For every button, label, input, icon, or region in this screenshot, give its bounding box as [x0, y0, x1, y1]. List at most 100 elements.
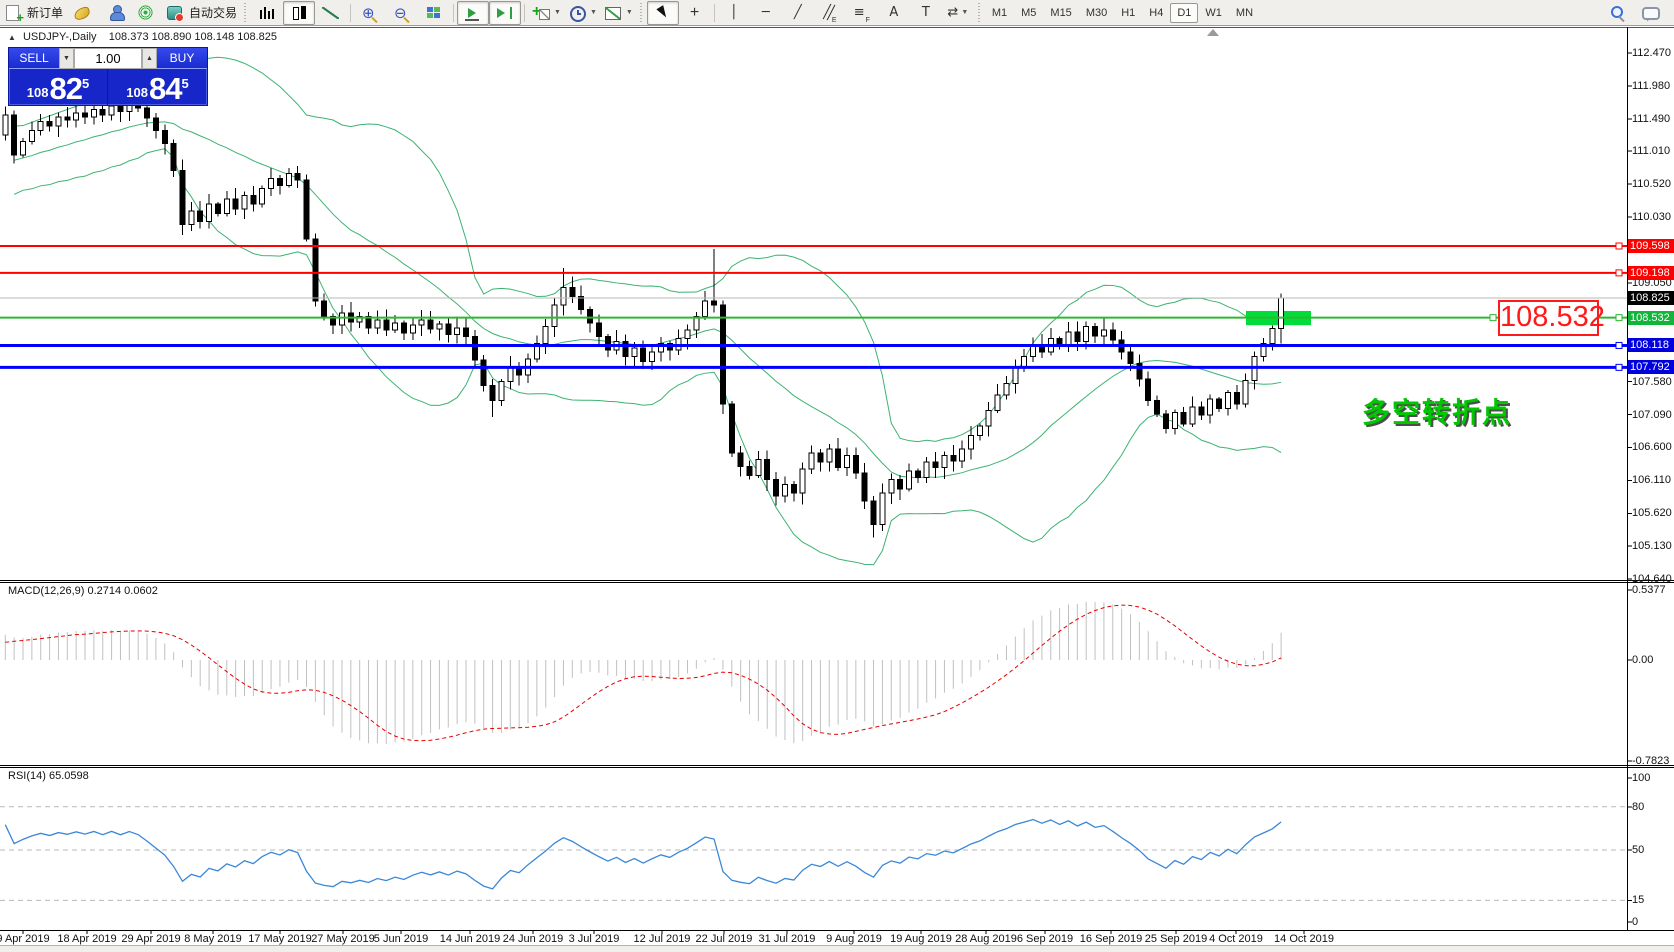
price-tick-label: 112.470	[1632, 47, 1671, 59]
templates-dropdown-icon[interactable]: ▼	[625, 9, 633, 16]
search-button[interactable]	[1602, 1, 1634, 25]
community-icon	[104, 4, 126, 22]
price-tick-label: 105.130	[1632, 540, 1672, 553]
indicators-button[interactable]: ▼	[528, 1, 564, 25]
bar-chart-button[interactable]	[251, 1, 283, 25]
timeframe-d1-button[interactable]: D1	[1170, 2, 1199, 23]
hline-anchor-marker[interactable]	[1489, 314, 1497, 322]
zoom-out-button[interactable]	[386, 1, 418, 25]
chart-shift-marker[interactable]	[1207, 29, 1219, 36]
tile-windows-icon	[424, 4, 444, 22]
styles-button[interactable]	[66, 1, 98, 25]
chart-annotation-text[interactable]: 多空转折点	[1362, 397, 1513, 428]
chart-shift-icon	[495, 4, 515, 22]
price-marker-label[interactable]: 109.598	[1628, 238, 1674, 253]
hline-anchor-marker[interactable]	[1615, 341, 1623, 349]
price-callout-label[interactable]: 108.532	[1498, 300, 1605, 336]
tile-windows-button[interactable]	[418, 1, 450, 25]
templates-icon	[603, 4, 623, 22]
collapse-trade-panel-icon[interactable]: ▲	[8, 33, 16, 42]
rsi-level-label: 80	[1632, 800, 1645, 813]
arrow-tools-button[interactable]: ⇄ ▼	[942, 1, 974, 25]
price-marker-label[interactable]: 108.532	[1628, 310, 1674, 325]
hline-anchor-marker[interactable]	[1615, 242, 1623, 250]
hline-anchor-marker[interactable]	[1615, 363, 1623, 371]
chart-shift-button[interactable]	[489, 0, 522, 25]
timeframe-m15-button[interactable]: M15	[1043, 3, 1078, 23]
price-marker-label[interactable]: 108.825	[1628, 290, 1674, 305]
arrow-tools-dropdown-icon[interactable]: ▼	[961, 9, 969, 16]
vertical-line-button[interactable]: │	[718, 1, 750, 25]
community-button[interactable]	[98, 1, 130, 25]
indicators-dropdown-icon[interactable]: ▼	[554, 9, 561, 16]
date-label: 5 Jun 2019	[373, 933, 429, 945]
timeframe-h1-button[interactable]: H1	[1114, 3, 1142, 23]
vertical-line-icon: │	[729, 5, 738, 20]
ask-pip-digit: 5	[181, 76, 189, 91]
hline-anchor-marker[interactable]	[1615, 269, 1623, 277]
price-tick-label: 107.580	[1632, 375, 1672, 388]
auto-scroll-button[interactable]	[457, 0, 490, 25]
bollinger-upper-band	[14, 56, 1282, 443]
arrow-tools-icon: ⇄	[947, 5, 959, 20]
chart-title: ▲ USDJPY-,Daily 108.373 108.890 108.148 …	[8, 31, 277, 43]
zoom-in-button[interactable]	[354, 1, 386, 25]
periods-dropdown-icon[interactable]: ▼	[589, 9, 597, 16]
text-label-button[interactable]: T	[910, 1, 942, 25]
timeframe-w1-button[interactable]: W1	[1198, 3, 1229, 23]
price-marker-label[interactable]: 107.792	[1628, 360, 1674, 375]
date-label: 6 Sep 2019	[1016, 933, 1074, 945]
periods-button[interactable]: ▼	[564, 1, 600, 25]
signals-button[interactable]	[130, 1, 162, 25]
rsi-line	[4, 818, 1282, 890]
date-label: 27 May 2019	[311, 933, 375, 945]
line-chart-button[interactable]	[315, 1, 347, 25]
equidistant-channel-button[interactable]: ╱ E	[814, 1, 846, 25]
equidistant-channel-icon: ╱	[823, 5, 831, 20]
date-label: 31 Jul 2019	[758, 933, 816, 945]
timeframe-m30-button[interactable]: M30	[1079, 3, 1114, 23]
price-tick-label: 110.030	[1632, 210, 1671, 223]
timeframe-mn-button[interactable]: MN	[1229, 3, 1260, 23]
price-tick-label: 110.520	[1632, 178, 1671, 191]
sell-button[interactable]: SELL	[9, 48, 59, 69]
timeframe-m5-label: M5	[1021, 6, 1037, 19]
chat-button[interactable]	[1634, 1, 1666, 25]
macd-axis-max-label: 0.5377	[1632, 584, 1666, 596]
bid-price[interactable]: 108 82 5	[9, 69, 108, 105]
autotrading-button[interactable]: 自动交易	[162, 1, 240, 25]
timeframe-h4-button[interactable]: H4	[1142, 3, 1170, 23]
buy-button[interactable]: BUY	[157, 48, 207, 69]
date-label: 14 Oct 2019	[1274, 933, 1334, 945]
timeframe-m5-button[interactable]: M5	[1014, 3, 1043, 23]
price-tick-label: 107.090	[1632, 408, 1672, 421]
ask-big-digits: 84	[148, 71, 182, 106]
fibonacci-button[interactable]: ≡ F	[846, 1, 878, 25]
cursor-button[interactable]	[646, 0, 679, 25]
hline-anchor-marker[interactable]	[1615, 314, 1623, 322]
volume-increase-button[interactable]: ▲	[142, 48, 157, 69]
price-marker-label[interactable]: 109.198	[1628, 265, 1674, 280]
timeframe-m1-button[interactable]: M1	[985, 3, 1014, 23]
text-button[interactable]: A	[878, 1, 910, 25]
new-order-button[interactable]: 新订单	[0, 1, 66, 25]
horizontal-line-button[interactable]: ─	[750, 1, 782, 25]
text-label-icon: T	[921, 5, 930, 20]
candlestick-chart-icon	[289, 4, 309, 22]
indicators-icon	[531, 3, 551, 22]
price-marker-label[interactable]: 108.118	[1628, 338, 1674, 353]
text-icon: A	[889, 5, 899, 20]
candlestick-chart-button[interactable]	[283, 0, 316, 25]
rsi-level-label: 0	[1632, 916, 1639, 928]
trendline-button[interactable]: ╱	[782, 1, 814, 25]
bar-chart-icon	[257, 4, 277, 22]
templates-button[interactable]: ▼	[600, 1, 636, 25]
ask-prefix: 108	[126, 85, 148, 100]
volume-decrease-button[interactable]: ▼	[59, 48, 74, 69]
crosshair-button[interactable]	[679, 1, 711, 25]
rsi-pane	[0, 806, 1627, 901]
ask-price[interactable]: 108 84 5	[108, 69, 207, 105]
rsi-level-label: 50	[1632, 844, 1645, 856]
volume-input[interactable]: 1.00	[74, 48, 142, 69]
